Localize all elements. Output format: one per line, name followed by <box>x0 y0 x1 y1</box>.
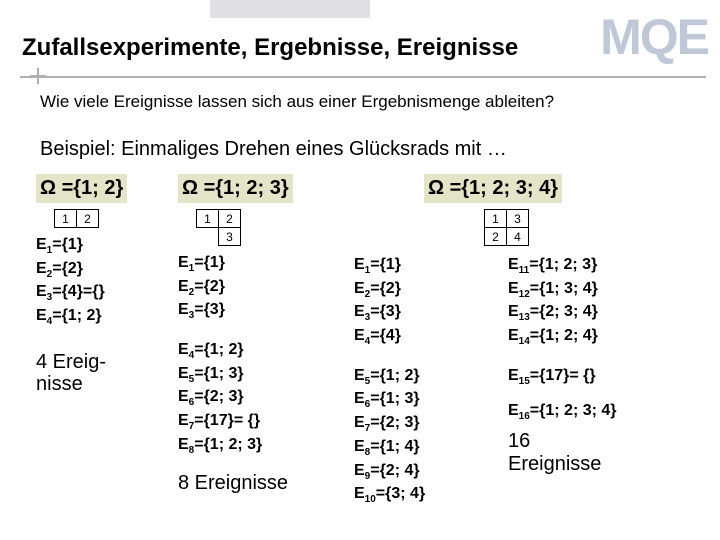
event-count: 16 Ereignisse <box>508 430 678 476</box>
event-row: E10={3; 4} <box>354 483 504 507</box>
count-line1: 4 Ereig- <box>36 351 106 373</box>
count-line2: nisse <box>36 373 83 395</box>
event-row: E1={1} <box>354 254 504 278</box>
header-stripe <box>210 0 370 18</box>
event-row: E5={1; 3} <box>178 363 350 387</box>
event-row: E4={1; 2} <box>178 339 350 363</box>
event-count: 8 Ereignisse <box>178 472 350 495</box>
event-row: E9={2; 4} <box>354 460 504 484</box>
event-row: E6={1; 3} <box>354 388 504 412</box>
example-text: Beispiel: Einmaliges Drehen eines Glücks… <box>40 138 507 161</box>
event-row: E16={1; 2; 3; 4} <box>508 400 678 424</box>
column-omega-12: Ω ={1; 2} 12 E1={1}E2={2}E3={4}={}E4={1;… <box>36 174 174 528</box>
event-row: E14={1; 2; 4} <box>508 325 678 349</box>
omega-heading: Ω ={1; 2; 3; 4} <box>424 174 562 203</box>
wheel-cell: 3 <box>219 228 241 246</box>
watermark-text: MQE <box>600 8 708 66</box>
event-row: E8={1; 2; 3} <box>178 434 350 458</box>
horizontal-rule <box>20 76 706 78</box>
wheel-cell: 1 <box>55 210 77 228</box>
event-row: E3={3} <box>354 301 504 325</box>
columns: Ω ={1; 2} 12 E1={1}E2={2}E3={4}={}E4={1;… <box>36 174 700 528</box>
count-line1: 16 <box>508 430 530 452</box>
wheel-table: 1324 <box>484 209 529 246</box>
question-text: Wie viele Ereignisse lassen sich aus ein… <box>40 92 554 112</box>
event-row: E7={17}= {} <box>178 410 350 434</box>
wheel-cell: 2 <box>485 228 507 246</box>
event-sets: E1={1}E2={2}E3={4}={}E4={1; 2} <box>36 234 174 329</box>
wheel-cell: 3 <box>507 210 529 228</box>
wheel-cell: 2 <box>219 210 241 228</box>
wheel-cell: 1 <box>197 210 219 228</box>
column-omega-1234: Ω ={1; 2; 3; 4} 1324 E1={1}E2={2}E3={3}E… <box>354 174 684 528</box>
event-row: E1={1} <box>178 252 350 276</box>
event-row: E12={1; 3; 4} <box>508 278 678 302</box>
event-row: E4={4} <box>354 325 504 349</box>
cross-icon <box>30 68 46 84</box>
event-row: E8={1; 4} <box>354 436 504 460</box>
event-row: E2={2} <box>178 276 350 300</box>
event-row: E13={2; 3; 4} <box>508 301 678 325</box>
column-omega-123: Ω ={1; 2; 3} 123 E1={1}E2={2}E3={3} E4={… <box>178 174 350 528</box>
event-row: E15={17}= {} <box>508 365 678 389</box>
wheel-cell: 4 <box>507 228 529 246</box>
event-row: E3={4}={} <box>36 281 174 305</box>
count-line2: Ereignisse <box>508 453 601 475</box>
event-row: E6={2; 3} <box>178 386 350 410</box>
event-sets-a: E1={1}E2={2}E3={3} <box>178 252 350 323</box>
omega-heading: Ω ={1; 2; 3} <box>178 174 293 203</box>
event-count: 4 Ereig- nisse <box>36 351 174 395</box>
event-sets-left-b: E5={1; 2}E6={1; 3}E7={2; 3}E8={1; 4}E9={… <box>354 365 504 507</box>
event-row: E5={1; 2} <box>354 365 504 389</box>
wheel-cell: 1 <box>485 210 507 228</box>
event-sets-left-a: E1={1}E2={2}E3={3}E4={4} <box>354 254 504 349</box>
event-sets-right-a: E11={1; 2; 3}E12={1; 3; 4}E13={2; 3; 4}E… <box>508 254 678 349</box>
two-column-sets: E1={1}E2={2}E3={3}E4={4} E5={1; 2}E6={1;… <box>354 248 684 507</box>
event-row: E4={1; 2} <box>36 305 174 329</box>
wheel-cell: 2 <box>77 210 99 228</box>
slide-title: Zufallsexperimente, Ergebnisse, Ereignis… <box>22 34 518 62</box>
wheel-table: 12 <box>54 209 99 228</box>
event-row: E1={1} <box>36 234 174 258</box>
event-sets-right-b: E15={17}= {} <box>508 365 678 389</box>
event-row: E11={1; 2; 3} <box>508 254 678 278</box>
event-row: E7={2; 3} <box>354 412 504 436</box>
event-sets-b: E4={1; 2}E5={1; 3}E6={2; 3}E7={17}= {}E8… <box>178 339 350 457</box>
wheel-cell <box>197 228 219 246</box>
event-sets-right-c: E16={1; 2; 3; 4} <box>508 400 678 424</box>
event-row: E2={2} <box>36 258 174 282</box>
omega-heading: Ω ={1; 2} <box>36 174 127 203</box>
event-row: E3={3} <box>178 299 350 323</box>
event-row: E2={2} <box>354 278 504 302</box>
wheel-table: 123 <box>196 209 241 246</box>
